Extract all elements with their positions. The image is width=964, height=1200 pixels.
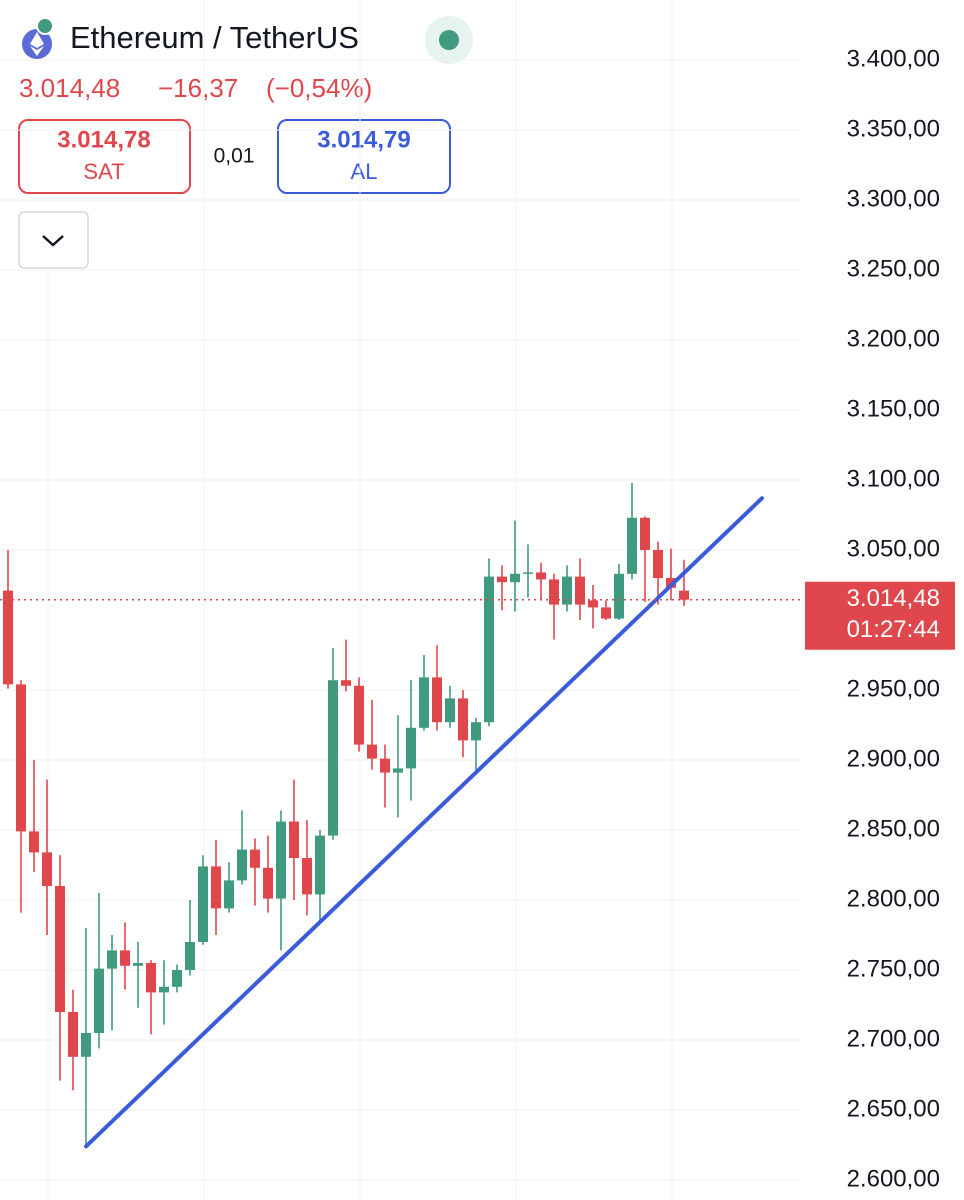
candle-body	[549, 579, 559, 605]
sell-button[interactable]	[18, 119, 191, 194]
y-tick-label: 3.050,00	[847, 535, 940, 562]
symbol-title: Ethereum / TetherUS	[70, 20, 359, 55]
header: Ethereum / TetherUS 3.014,48 −16,37 (−0,…	[18, 16, 473, 269]
y-tick-label: 2.900,00	[847, 745, 940, 772]
candle-body	[445, 698, 455, 723]
y-tick-label: 2.800,00	[847, 885, 940, 912]
countdown: 01:27:44	[847, 616, 940, 643]
candle-body	[536, 572, 546, 580]
tether-icon	[36, 17, 54, 35]
change-pct: (−0,54%)	[266, 73, 372, 103]
candle-body	[276, 821, 286, 899]
y-tick-label: 3.200,00	[847, 325, 940, 352]
candle-body	[3, 590, 13, 685]
candle-body	[471, 722, 481, 741]
candle-body	[133, 963, 143, 966]
change: −16,37	[158, 73, 238, 103]
candle-body	[263, 867, 273, 899]
candle-body	[653, 550, 663, 578]
candle-body	[380, 758, 390, 773]
candle-body	[146, 963, 156, 993]
sell-price[interactable]: 3.014,78	[57, 126, 150, 153]
price: 3.014,48	[19, 73, 120, 103]
candle-body	[172, 970, 182, 987]
y-tick-label: 3.350,00	[847, 115, 940, 142]
candle-body	[627, 517, 637, 574]
spread: 0,01	[214, 145, 255, 168]
candle-body	[55, 886, 65, 1012]
y-tick-label: 2.700,00	[847, 1025, 940, 1052]
candle-body	[601, 607, 611, 619]
buy-label[interactable]: AL	[351, 159, 378, 184]
candle-body	[302, 858, 312, 895]
candle-body	[497, 576, 507, 583]
buy-button[interactable]	[277, 119, 451, 194]
candle-body	[81, 1033, 91, 1057]
y-tick-label: 2.750,00	[847, 955, 940, 982]
candle-body	[94, 968, 104, 1033]
buy-price[interactable]: 3.014,79	[317, 126, 410, 153]
trendline	[84, 496, 764, 1149]
last-price-box	[805, 581, 955, 650]
y-tick-label: 3.400,00	[847, 45, 940, 72]
y-tick-label: 3.100,00	[847, 465, 940, 492]
y-tick-label: 3.150,00	[847, 395, 940, 422]
candle-body	[224, 880, 234, 909]
candle-body	[484, 576, 494, 723]
candle-body	[575, 576, 585, 605]
candle-body	[523, 572, 533, 574]
status-dot	[439, 30, 459, 50]
candle-body	[419, 677, 429, 728]
y-tick-label: 3.250,00	[847, 255, 940, 282]
dropdown-button[interactable]	[18, 211, 89, 269]
candle-body	[29, 831, 39, 853]
candle-body	[42, 852, 52, 886]
candle-body	[588, 600, 598, 608]
candle-body	[328, 680, 338, 836]
y-tick-label: 2.850,00	[847, 815, 940, 842]
grid	[0, 59, 800, 1181]
candle-body	[640, 517, 650, 550]
candle-body	[250, 849, 260, 868]
candle-body	[562, 576, 572, 605]
y-tick-label: 2.650,00	[847, 1095, 940, 1122]
candle-body	[237, 849, 247, 881]
candle-body	[120, 950, 130, 966]
candle-body	[211, 866, 221, 909]
candle-body	[510, 573, 520, 583]
candle-body	[107, 950, 117, 969]
candle-body	[432, 677, 442, 723]
last-price-label: 3.014,48	[847, 585, 940, 612]
candle-body	[614, 573, 624, 619]
sell-label[interactable]: SAT	[83, 159, 124, 184]
candle-body	[315, 835, 325, 895]
y-tick-label: 2.600,00	[847, 1165, 940, 1192]
candle-body	[393, 768, 403, 773]
candle-body	[341, 680, 351, 686]
candle-body	[367, 744, 377, 759]
candle-body	[16, 684, 26, 832]
y-tick-label: 3.300,00	[847, 185, 940, 212]
candle-body	[68, 1012, 78, 1057]
eth-glyph	[30, 32, 44, 56]
candle-body	[406, 727, 416, 769]
candle-body	[289, 821, 299, 858]
candle-body	[159, 986, 169, 993]
candle-body	[185, 942, 195, 970]
candle-body	[679, 590, 689, 600]
chevron[interactable]	[42, 235, 64, 247]
candle-body	[354, 685, 364, 745]
candle-body	[198, 866, 208, 942]
y-tick-label: 2.950,00	[847, 675, 940, 702]
candle-body	[458, 698, 468, 741]
